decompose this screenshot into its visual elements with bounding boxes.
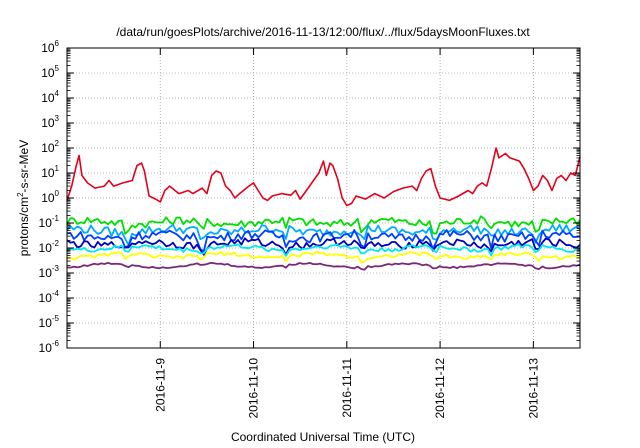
x-tick-label: 2016-11-13 — [526, 358, 540, 419]
grid-lines — [67, 48, 580, 348]
series-line-3 — [66, 229, 581, 253]
y-axis-label-sup: 2 — [16, 192, 25, 197]
x-axis-ticks: 2016-11-9 2016-11-10 2016-11-11 2016-11-12 2… — [153, 48, 540, 419]
x-tick-label: 2016-11-10 — [247, 358, 261, 419]
plot-frame — [66, 47, 581, 349]
series-line-0 — [66, 147, 581, 207]
y-tick-label: 103 — [41, 114, 59, 130]
series-line-6 — [66, 250, 581, 264]
y-axis-label: protons/cm2-s-sr-MeV — [16, 140, 31, 256]
x-axis-label: Coordinated Universal Time (UTC) — [231, 430, 415, 444]
chart-title: /data/run/goesPlots/archive/2016-11-13/1… — [116, 25, 530, 39]
y-tick-label: 101 — [41, 164, 59, 180]
y-tick-label: 10-2 — [39, 239, 60, 255]
series-line-1 — [66, 215, 581, 235]
y-axis-label-post: -s-sr-MeV — [17, 140, 31, 193]
series-line-7 — [66, 261, 581, 271]
axes — [66, 47, 581, 349]
y-axis-label-pre: protons/cm — [17, 197, 31, 256]
y-tick-label: 10-4 — [39, 289, 60, 305]
y-tick-label: 10-3 — [39, 264, 60, 280]
x-tick-label: 2016-11-12 — [433, 358, 447, 419]
y-axis-ticks: 106 105 104 103 102 101 100 10-1 10-2 10-3 10-4 10-… — [39, 39, 580, 355]
y-tick-label: 106 — [41, 39, 59, 55]
series-line-5 — [66, 243, 581, 257]
y-tick-label: 100 — [41, 189, 59, 205]
y-tick-label: 10-6 — [39, 339, 60, 355]
y-tick-label: 105 — [41, 64, 59, 80]
series-line-4 — [66, 237, 581, 256]
series-group — [66, 147, 581, 271]
y-tick-label: 102 — [41, 139, 59, 155]
y-tick-label: 104 — [41, 89, 59, 105]
x-tick-label: 2016-11-11 — [340, 358, 354, 418]
y-tick-label: 10-5 — [39, 314, 60, 330]
y-tick-label: 10-1 — [39, 214, 60, 230]
x-tick-label: 2016-11-9 — [153, 358, 167, 412]
